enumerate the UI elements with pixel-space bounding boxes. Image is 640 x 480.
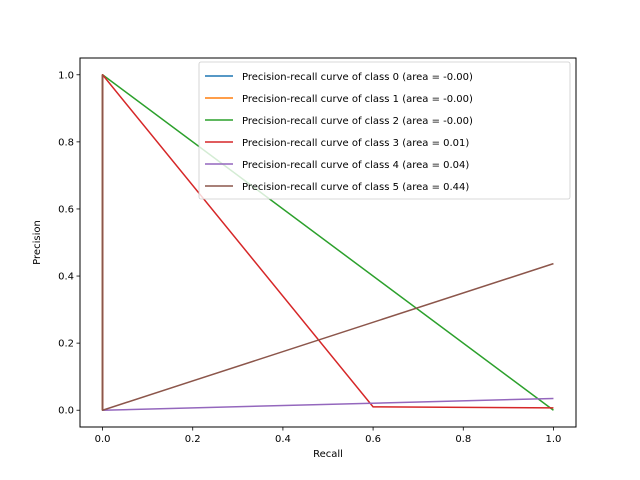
x-tick-label: 0.6 [365, 434, 381, 445]
x-tick-label: 0.8 [455, 434, 471, 445]
x-tick-label: 0.0 [95, 434, 111, 445]
legend-entry-label: Precision-recall curve of class 0 (area … [242, 72, 473, 83]
legend-entry-label: Precision-recall curve of class 4 (area … [242, 160, 469, 171]
x-axis-label: Recall [313, 449, 343, 460]
series-line-class-4 [102, 397, 554, 411]
legend: Precision-recall curve of class 0 (area … [198, 61, 571, 200]
legend-entry-label: Precision-recall curve of class 1 (area … [242, 94, 473, 105]
y-axis-label: Precision [32, 220, 43, 265]
legend-box [198, 61, 571, 200]
series-line-class-5 [101, 74, 554, 411]
y-tick-label: 0.6 [58, 204, 74, 215]
axes-frame [79, 57, 577, 428]
legend-entry-label: Precision-recall curve of class 5 (area … [242, 182, 469, 193]
x-tick-label: 1.0 [546, 434, 562, 445]
y-tick-label: 1.0 [58, 70, 74, 81]
x-tick-label: 0.2 [185, 434, 201, 445]
y-tick-label: 0.2 [58, 339, 74, 350]
y-axis-ticks: 0.0 0.2 0.4 0.6 0.8 1.0 [58, 70, 80, 417]
x-tick-label: 0.4 [275, 434, 291, 445]
series-layer [101, 74, 554, 411]
x-axis-ticks: 0.0 0.2 0.4 0.6 0.8 1.0 [95, 427, 562, 445]
y-tick-label: 0.4 [58, 272, 74, 283]
legend-entry-label: Precision-recall curve of class 3 (area … [242, 138, 469, 149]
legend-entry-label: Precision-recall curve of class 2 (area … [242, 116, 473, 127]
y-tick-label: 0.8 [58, 137, 74, 148]
y-tick-label: 0.0 [58, 406, 74, 417]
